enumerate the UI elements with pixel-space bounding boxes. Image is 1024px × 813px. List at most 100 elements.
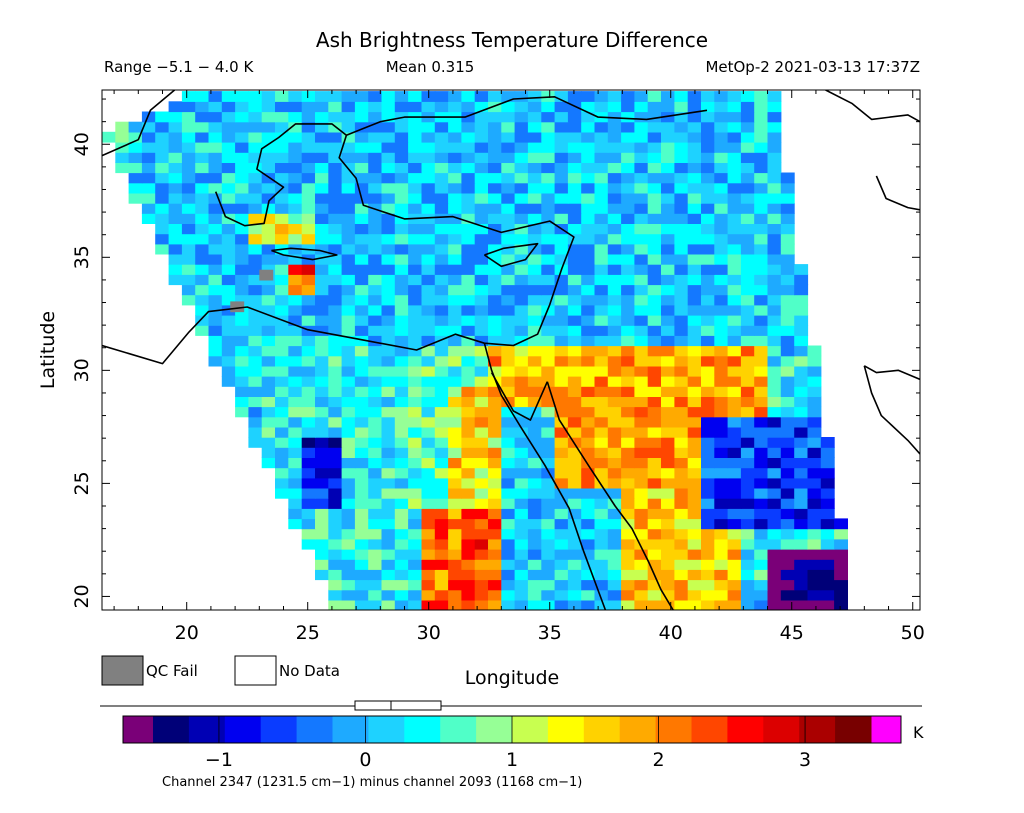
heatmap-cell (581, 437, 596, 448)
heatmap-cell (181, 152, 196, 163)
heatmap-cell (674, 376, 689, 387)
colorbar-segment (799, 716, 836, 743)
heatmap-cell (275, 294, 289, 306)
heatmap-cell (780, 569, 795, 581)
heatmap-cell (567, 172, 582, 184)
heatmap-cell (288, 355, 303, 367)
heatmap-cell (714, 477, 729, 489)
heatmap-cell (501, 111, 516, 123)
heatmap-cell (647, 498, 662, 509)
heatmap-cell (794, 264, 809, 275)
heatmap-cell (607, 426, 622, 438)
heatmap-cell (421, 355, 436, 367)
heatmap-cell (740, 396, 755, 408)
heatmap-cell (461, 101, 476, 113)
heatmap-cell (567, 111, 582, 123)
heatmap-cell (674, 437, 689, 448)
heatmap-cell (647, 549, 662, 560)
heatmap-cell (701, 559, 715, 570)
heatmap-cell (767, 172, 782, 184)
heatmap-cell (461, 528, 476, 540)
heatmap-cell (740, 335, 755, 347)
heatmap-cell (155, 223, 170, 235)
heatmap-cell (394, 162, 409, 174)
heatmap-cell (368, 101, 383, 113)
heatmap-cell (634, 498, 649, 509)
heatmap-cell (474, 549, 489, 560)
heatmap-cell (315, 559, 329, 570)
heatmap-cell (288, 131, 303, 143)
heatmap-cell (421, 233, 436, 245)
heatmap-cell (368, 437, 383, 448)
heatmap-cell (714, 131, 729, 143)
heatmap-cell (701, 477, 715, 489)
heatmap-cell (767, 396, 782, 408)
heatmap-cell (408, 376, 422, 387)
heatmap-cell (381, 294, 396, 306)
heatmap-cell (328, 223, 343, 235)
heatmap-cell (634, 294, 649, 306)
heatmap-cell (767, 365, 782, 377)
heatmap-cell (408, 416, 422, 428)
heatmap-cell (594, 386, 609, 397)
heatmap-cell (315, 477, 329, 489)
heatmap-cell (621, 233, 635, 245)
heatmap-cell (714, 487, 729, 499)
heatmap-cell (527, 253, 542, 265)
heatmap-cell (541, 528, 556, 540)
heatmap-cell (341, 253, 356, 265)
heatmap-cell (727, 162, 742, 174)
heatmap-cell (315, 386, 329, 397)
heatmap-cell (128, 172, 143, 184)
heatmap-cell (328, 335, 343, 347)
heatmap-cell (408, 162, 422, 174)
heatmap-cell (341, 559, 356, 570)
heatmap-cell (740, 579, 755, 591)
heatmap-cell (674, 447, 689, 458)
heatmap-cell (461, 233, 476, 245)
heatmap-cell (634, 91, 649, 102)
coastline (490, 372, 549, 421)
heatmap-cell (554, 325, 569, 336)
heatmap-cell (301, 365, 316, 377)
heatmap-cell (168, 172, 183, 184)
heatmap-cell (421, 569, 436, 581)
heatmap-cell (794, 325, 809, 336)
heatmap-cell (794, 467, 809, 479)
heatmap-cell (527, 162, 542, 174)
heatmap-cell (368, 315, 383, 326)
heatmap-cell (701, 355, 715, 367)
heatmap-cell (341, 396, 356, 408)
heatmap-cell (434, 528, 449, 540)
heatmap-cell (181, 233, 196, 245)
heatmap-cell (235, 131, 249, 143)
heatmap-cell (288, 457, 303, 469)
heatmap-cell (155, 243, 170, 255)
heatmap-cell (394, 518, 409, 530)
heatmap-cell (807, 559, 822, 570)
heatmap-cell (461, 131, 476, 143)
heatmap-cell (235, 396, 249, 408)
heatmap-cell (341, 487, 356, 499)
heatmap-cell (527, 528, 542, 540)
heatmap-cell (607, 396, 622, 408)
heatmap-cell (208, 101, 223, 113)
heatmap-cell (780, 538, 795, 550)
heatmap-cell (647, 223, 662, 235)
heatmap-cell (434, 142, 449, 153)
heatmap-cell (701, 345, 715, 357)
heatmap-cell (687, 376, 702, 387)
heatmap-cell (661, 131, 675, 143)
heatmap-cell (434, 487, 449, 499)
heatmap-cell (687, 498, 702, 509)
heatmap-cell (368, 426, 383, 438)
heatmap-cell (567, 162, 582, 174)
colorbar-slider[interactable] (354, 700, 442, 711)
heatmap-cell (794, 345, 809, 357)
heatmap-cell (541, 162, 556, 174)
heatmap-cell (301, 386, 316, 397)
heatmap-cell (727, 467, 742, 479)
heatmap-cell (780, 396, 795, 408)
heatmap-cell (807, 416, 822, 428)
heatmap-cell (448, 162, 462, 174)
